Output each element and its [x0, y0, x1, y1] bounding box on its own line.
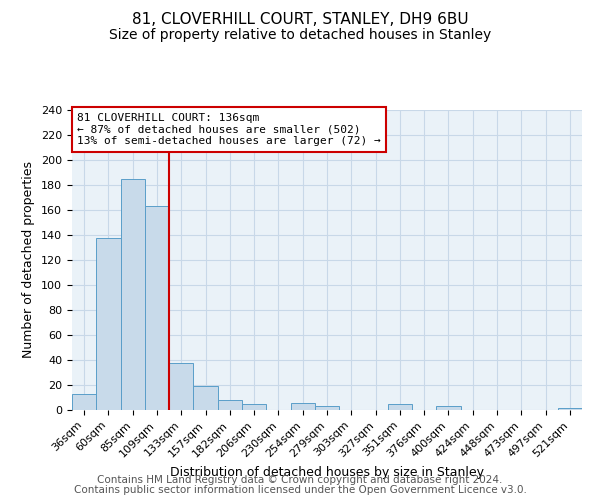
Bar — [121, 179, 145, 410]
Text: 81, CLOVERHILL COURT, STANLEY, DH9 6BU: 81, CLOVERHILL COURT, STANLEY, DH9 6BU — [131, 12, 469, 28]
Bar — [145, 206, 169, 410]
Bar — [315, 406, 339, 410]
Text: Contains public sector information licensed under the Open Government Licence v3: Contains public sector information licen… — [74, 485, 526, 495]
Bar — [169, 362, 193, 410]
Bar — [218, 400, 242, 410]
X-axis label: Distribution of detached houses by size in Stanley: Distribution of detached houses by size … — [170, 466, 484, 478]
Text: Contains HM Land Registry data © Crown copyright and database right 2024.: Contains HM Land Registry data © Crown c… — [97, 475, 503, 485]
Bar — [558, 408, 582, 410]
Bar — [290, 402, 315, 410]
Text: Size of property relative to detached houses in Stanley: Size of property relative to detached ho… — [109, 28, 491, 42]
Bar — [96, 238, 121, 410]
Text: 81 CLOVERHILL COURT: 136sqm
← 87% of detached houses are smaller (502)
13% of se: 81 CLOVERHILL COURT: 136sqm ← 87% of det… — [77, 113, 381, 146]
Y-axis label: Number of detached properties: Number of detached properties — [22, 162, 35, 358]
Bar — [72, 394, 96, 410]
Bar — [436, 406, 461, 410]
Bar — [242, 404, 266, 410]
Bar — [193, 386, 218, 410]
Bar — [388, 404, 412, 410]
